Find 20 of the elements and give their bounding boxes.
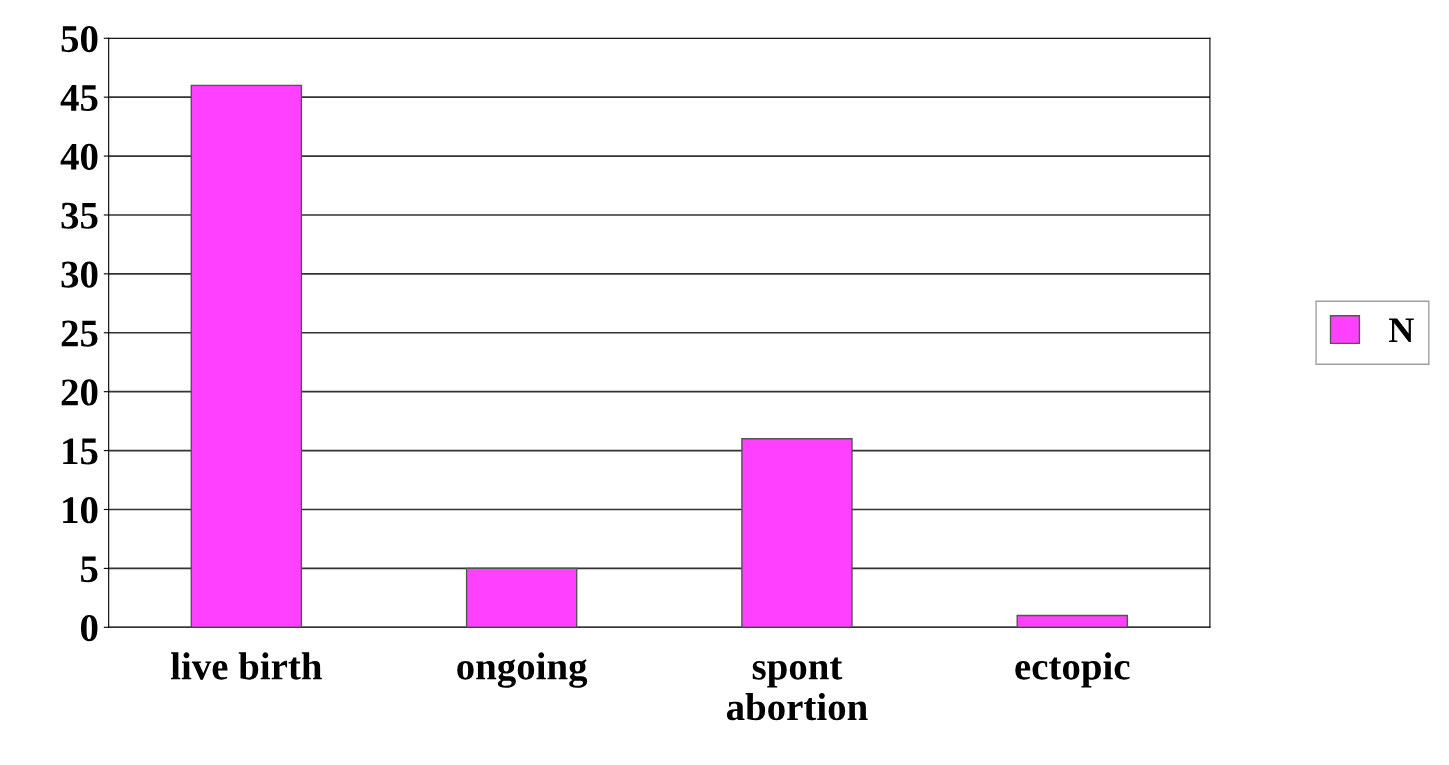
bar bbox=[465, 567, 578, 628]
bar bbox=[190, 84, 303, 628]
x-tick-label: ongoing bbox=[457, 652, 588, 688]
y-tick-label: 15 bbox=[63, 438, 98, 465]
legend-label: N bbox=[1388, 318, 1414, 343]
y-tick-label: 50 bbox=[61, 25, 98, 53]
y-tick-label: 20 bbox=[61, 379, 98, 406]
y-tick-label: 0 bbox=[80, 614, 98, 642]
x-tick-label: spont abortion bbox=[726, 657, 868, 721]
y-tick-label: 45 bbox=[60, 85, 98, 112]
y-tick-label: 35 bbox=[61, 202, 98, 229]
bar bbox=[741, 438, 853, 628]
bar bbox=[1016, 614, 1129, 628]
y-tick-label: 30 bbox=[61, 261, 98, 288]
x-tick-label: live birth bbox=[170, 652, 322, 680]
y-tick-label: 5 bbox=[81, 556, 98, 583]
x-tick-label: ectopic bbox=[1015, 652, 1130, 688]
y-tick-label: 25 bbox=[61, 320, 98, 347]
y-tick-label: 10 bbox=[63, 497, 98, 524]
y-tick-label: 40 bbox=[60, 143, 98, 170]
